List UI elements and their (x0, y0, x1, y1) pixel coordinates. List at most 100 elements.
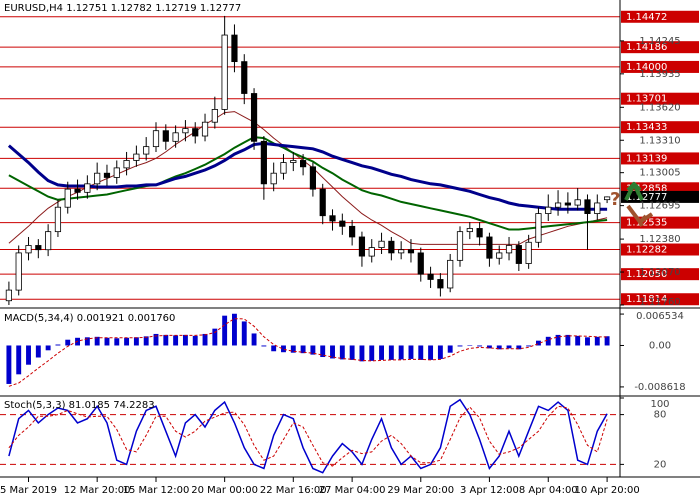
macd-bar (565, 334, 571, 346)
macd-bar (153, 333, 159, 346)
candle-body (182, 128, 189, 134)
low-readout: 1.12719 (155, 3, 196, 14)
macd-bar (320, 345, 326, 358)
macd-bar (477, 345, 483, 347)
candle-body (64, 188, 71, 208)
k-readout: 81.0185 (69, 400, 110, 411)
level-box (621, 268, 699, 281)
macd-bar (232, 313, 237, 346)
macd-bar (182, 334, 188, 346)
macd-bar (457, 345, 463, 347)
macd-bar (339, 345, 345, 360)
macd-bar (359, 345, 365, 362)
candle-body (123, 160, 130, 169)
macd-readout: 0.001921 (77, 313, 125, 324)
candle-body (162, 130, 169, 142)
candle-body (417, 252, 424, 275)
candle-body (260, 140, 267, 185)
candle-body (584, 199, 591, 214)
x-tick-label: 29 Mar 20:00 (387, 485, 454, 496)
macd-bar (26, 345, 31, 365)
candle-body (309, 166, 316, 190)
level-label: 1.14186 (626, 42, 667, 53)
level-label: 1.12050 (626, 269, 667, 280)
candle-body (280, 162, 287, 174)
signal-line (8, 318, 608, 387)
main-header: EURUSD,H4 1.12751 1.12782 1.12719 1.1277… (4, 3, 241, 14)
macd-bar (241, 321, 247, 346)
macd-bar (212, 328, 218, 346)
candle-body (574, 199, 581, 206)
y-tick-label: 80 (654, 410, 667, 421)
macd-bar (45, 345, 51, 351)
down-arrow (626, 204, 654, 227)
macd-bar (526, 345, 532, 347)
candle-body (113, 167, 120, 178)
candle-body (319, 188, 326, 217)
macd-bar (447, 345, 453, 353)
macd-bar (467, 345, 473, 346)
candle-body (398, 249, 405, 254)
candle-body (407, 249, 415, 254)
y-tick-label: 1.12380 (639, 234, 680, 245)
macd-bar (202, 333, 208, 346)
candle-body (535, 213, 542, 243)
candle-body (505, 245, 513, 254)
macd-bar (94, 336, 100, 346)
macd-bar (408, 345, 414, 359)
plot-layer: 1.14472 1.14186 1.14000 1.13701 1.13433 1.131… (0, 10, 699, 496)
candle-body (211, 109, 218, 123)
candle-body (594, 202, 601, 214)
macd-bar (486, 345, 492, 349)
macd-bar (35, 345, 41, 358)
y-tick-label: 1.11760 (639, 297, 680, 308)
macd-bar (585, 337, 590, 346)
stoch-line (8, 398, 608, 474)
macd-bar (349, 345, 355, 360)
level-box (621, 121, 699, 134)
signal-readout: 0.001760 (128, 313, 176, 324)
candle-body (358, 236, 366, 257)
macd-bar (545, 336, 551, 346)
level-box (621, 60, 699, 73)
x-tick-label: 27 Mar 04:00 (319, 485, 386, 496)
level-label: 1.11814 (626, 294, 667, 305)
macd-bar (251, 333, 257, 346)
macd-bar (143, 336, 149, 346)
candle-body (103, 172, 111, 178)
macd-bar (437, 345, 443, 359)
candle-body (45, 231, 52, 251)
candle-body (231, 34, 238, 63)
candle-body (476, 228, 483, 238)
candle-body (250, 93, 258, 142)
y-tick-label: 1.12695 (639, 201, 680, 212)
candle-body (515, 245, 522, 264)
candle-body (564, 202, 571, 206)
macd-bar (16, 345, 22, 375)
candle-body (35, 245, 42, 251)
candle-body (437, 279, 444, 289)
x-tick-label: 20 Mar 00:00 (191, 485, 258, 496)
stoch-title: Stoch(5,3,3) (4, 400, 66, 411)
macd-title: MACD(5,34,4) (4, 313, 74, 324)
moving-average (8, 136, 608, 231)
y-tick-label: 0.00 (649, 340, 671, 351)
candle-body (466, 228, 473, 233)
candle-body (339, 220, 346, 227)
candle-body (270, 172, 277, 185)
level-box (621, 41, 699, 54)
level-box (621, 243, 699, 256)
x-tick-label: 15 Mar 12:00 (123, 485, 190, 496)
macd-bar (594, 336, 600, 346)
candle-body (388, 240, 395, 254)
level-label: 1.14000 (626, 62, 667, 73)
candle-body (329, 215, 336, 222)
candle-body (221, 34, 228, 110)
candle-body (525, 241, 532, 264)
candle-body (299, 160, 307, 168)
macd-bar (388, 345, 394, 360)
level-box (621, 152, 699, 165)
level-box (621, 92, 699, 105)
macd-bar (428, 345, 434, 360)
